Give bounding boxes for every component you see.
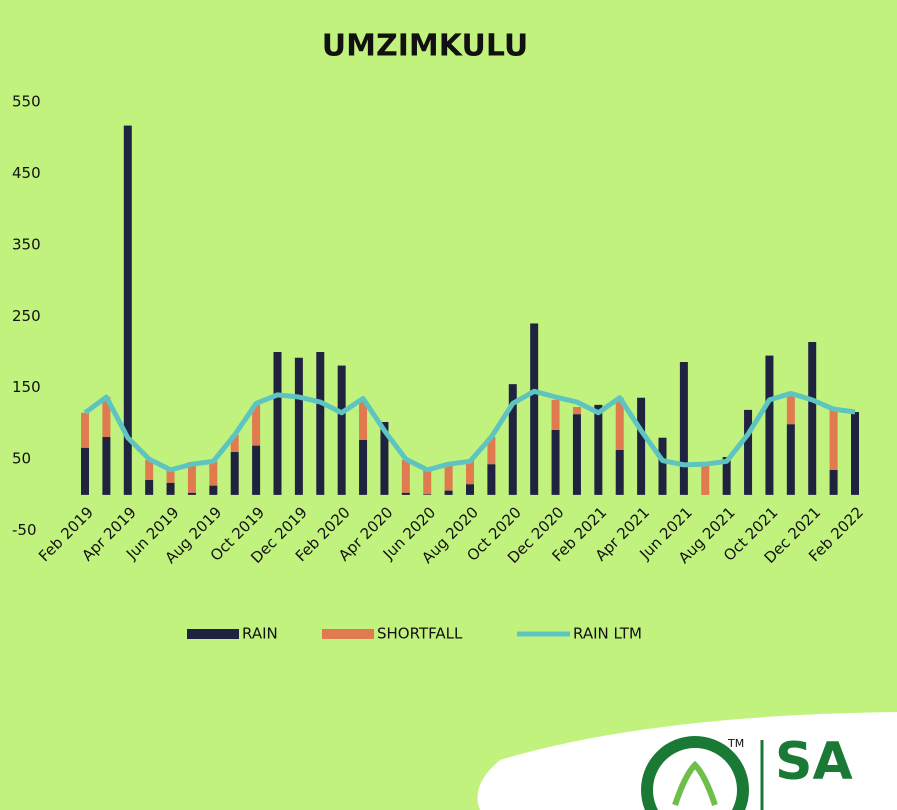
- bar-shortfall: [359, 399, 368, 440]
- bar-rain: [722, 457, 731, 495]
- bar-rain: [209, 485, 218, 495]
- y-tick-label: 50: [12, 450, 31, 468]
- bar-shortfall: [145, 459, 154, 480]
- bar-rain: [744, 409, 753, 495]
- legend-swatch: [322, 629, 374, 639]
- logo: SA TM: [477, 712, 897, 810]
- bar-rain: [594, 404, 603, 495]
- bar-rain: [829, 469, 838, 495]
- legend-label: RAIN: [242, 625, 278, 643]
- legend-label: RAIN LTM: [573, 625, 642, 643]
- bar-shortfall: [572, 407, 581, 415]
- bar-rain: [615, 449, 624, 495]
- bar-shortfall: [166, 469, 175, 483]
- logo-leaf: [672, 760, 718, 806]
- bar-rain: [380, 422, 389, 495]
- bar-rain: [273, 352, 282, 495]
- bar-rain: [145, 479, 154, 495]
- legend-label: SHORTFALL: [377, 625, 463, 643]
- bar-shortfall: [487, 437, 496, 465]
- bar-rain: [102, 437, 111, 495]
- bar-rain: [123, 125, 132, 495]
- bar-shortfall: [252, 404, 261, 446]
- bar-rain: [187, 492, 196, 495]
- bar-rain: [808, 342, 817, 495]
- bar-rain: [572, 414, 581, 495]
- bar-rain: [401, 492, 410, 495]
- bar-rain: [508, 384, 517, 495]
- legend-swatch: [187, 629, 239, 639]
- bar-rain: [337, 365, 346, 495]
- bar-shortfall: [444, 462, 453, 491]
- y-tick-label: 450: [12, 164, 41, 182]
- bar-shortfall: [209, 461, 218, 486]
- bar-shortfall: [786, 394, 795, 425]
- bar-shortfall: [401, 459, 410, 493]
- y-tick-label: 250: [12, 307, 41, 325]
- bar-rain: [679, 362, 688, 495]
- bar-rain: [166, 482, 175, 495]
- bar-shortfall: [701, 464, 710, 495]
- bar-rain: [765, 355, 774, 495]
- bar-rain: [551, 429, 560, 495]
- logo-backdrop: [477, 712, 897, 810]
- bar-rain: [294, 357, 303, 495]
- bar-shortfall: [187, 462, 196, 493]
- bar-rain: [316, 352, 325, 495]
- y-tick-label: 350: [12, 235, 41, 253]
- bar-shortfall: [466, 459, 474, 485]
- bar-rain: [423, 494, 432, 495]
- bar-rain: [637, 397, 646, 495]
- bar-rain: [466, 484, 474, 495]
- y-tick-label: 550: [12, 93, 41, 111]
- bar-shortfall: [102, 397, 111, 438]
- logo-tm: TM: [727, 737, 744, 750]
- chart-title: UMZIMKULU: [322, 29, 528, 64]
- bar-rain: [81, 447, 89, 495]
- bar-shortfall: [615, 397, 624, 450]
- bar-rain: [786, 424, 795, 495]
- bar-shortfall: [423, 469, 432, 495]
- bar-rain: [359, 439, 368, 495]
- bar-rain: [530, 323, 539, 495]
- bar-rain: [444, 490, 453, 495]
- bar-shortfall: [829, 409, 838, 470]
- bar-rain: [230, 452, 239, 495]
- logo-ring: [641, 736, 749, 810]
- bar-shortfall: [81, 412, 89, 448]
- y-tick-label: 150: [12, 378, 41, 396]
- bar-shortfall: [551, 399, 560, 430]
- logo-text: SA: [775, 732, 853, 792]
- ltm-line: [83, 388, 856, 473]
- bar-rain: [252, 445, 261, 495]
- bar-rain: [851, 412, 859, 495]
- y-tick-label: -50: [12, 521, 37, 539]
- bar-rain: [487, 464, 496, 495]
- bar-rain: [658, 437, 667, 495]
- bar-shortfall: [230, 434, 239, 453]
